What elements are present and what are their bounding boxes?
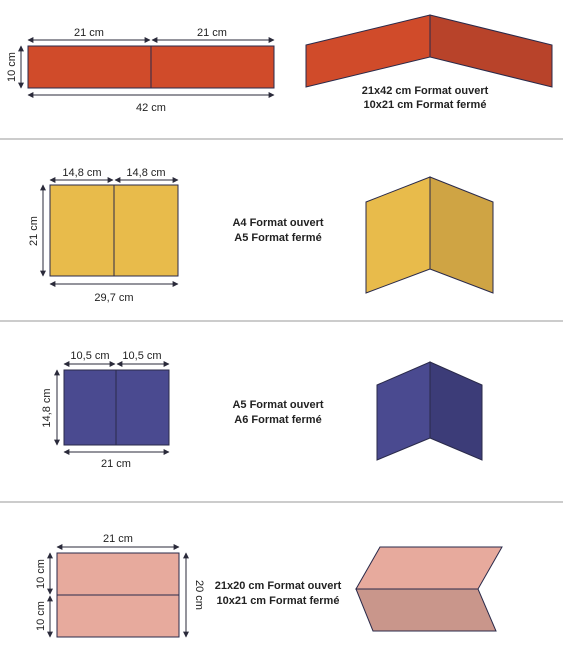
- fold-panel-top: [355, 546, 503, 590]
- flat-sheet-yellow: [49, 184, 179, 277]
- dim-label-top-left: 10,5 cm: [70, 350, 109, 362]
- panel-left: [63, 369, 117, 446]
- section-1-orange: 21 cm 21 cm 10 cm 42 cm 21x42 cm Format …: [6, 14, 553, 114]
- panel-bottom: [56, 594, 180, 638]
- dim-label-top-right: 21 cm: [197, 27, 227, 39]
- fold-panel-right: [429, 176, 494, 294]
- folded-preview-yellow: [365, 176, 494, 294]
- dim-label-side: 10 cm: [6, 52, 18, 82]
- fold-panel-left: [365, 176, 431, 294]
- flat-sheet-orange: [27, 45, 275, 89]
- folded-preview-navy: [376, 361, 483, 461]
- caption-line-1: 21x20 cm Format ouvert: [215, 580, 342, 592]
- dim-label-top-left: 14,8 cm: [62, 167, 101, 179]
- fold-panel-right: [429, 361, 483, 461]
- folded-preview-pink: [355, 546, 503, 632]
- flat-sheet-navy: [63, 369, 170, 446]
- fold-panel-left: [305, 14, 431, 88]
- caption-line-1: A5 Format ouvert: [232, 399, 323, 411]
- caption-line-2: 10x21 cm Format fermé: [364, 99, 487, 111]
- dim-label-side: 21 cm: [28, 216, 40, 246]
- flat-sheet-pink: [56, 552, 180, 638]
- section-2-yellow: 14,8 cm 14,8 cm 21 cm 29,7 cm A4 Format …: [28, 167, 494, 304]
- section-3-navy: 10,5 cm 10,5 cm 14,8 cm 21 cm A5 Format …: [41, 350, 483, 470]
- panel-left: [27, 45, 152, 89]
- folded-preview-orange: [305, 14, 553, 88]
- fold-panel-bottom: [355, 588, 497, 632]
- caption-line-1: 21x42 cm Format ouvert: [362, 85, 489, 97]
- dim-label-right: 20 cm: [193, 580, 205, 610]
- fold-panel-right: [429, 14, 553, 88]
- dim-label-top-right: 10,5 cm: [122, 350, 161, 362]
- dim-label-top-right: 14,8 cm: [126, 167, 165, 179]
- panel-right: [150, 45, 275, 89]
- dim-label-left-bottom: 10 cm: [35, 601, 47, 631]
- fold-panel-left: [376, 361, 431, 461]
- dim-label-top: 21 cm: [103, 533, 133, 545]
- caption-line-2: A5 Format fermé: [234, 232, 321, 244]
- panel-right: [113, 184, 179, 277]
- section-4-pink: 21 cm 10 cm 10 cm 20 cm 21x20 cm Format …: [35, 533, 503, 638]
- caption-line-2: A6 Format fermé: [234, 414, 321, 426]
- dim-label-side: 14,8 cm: [41, 388, 53, 427]
- panel-right: [115, 369, 170, 446]
- panel-left: [49, 184, 115, 277]
- caption-line-2: 10x21 cm Format fermé: [217, 595, 340, 607]
- caption-line-1: A4 Format ouvert: [232, 217, 323, 229]
- dim-label-bottom: 21 cm: [101, 458, 131, 470]
- dim-label-bottom: 29,7 cm: [94, 292, 133, 304]
- dim-label-bottom: 42 cm: [136, 102, 166, 114]
- panel-top: [56, 552, 180, 596]
- dim-label-left-top: 10 cm: [35, 559, 47, 589]
- dim-label-top-left: 21 cm: [74, 27, 104, 39]
